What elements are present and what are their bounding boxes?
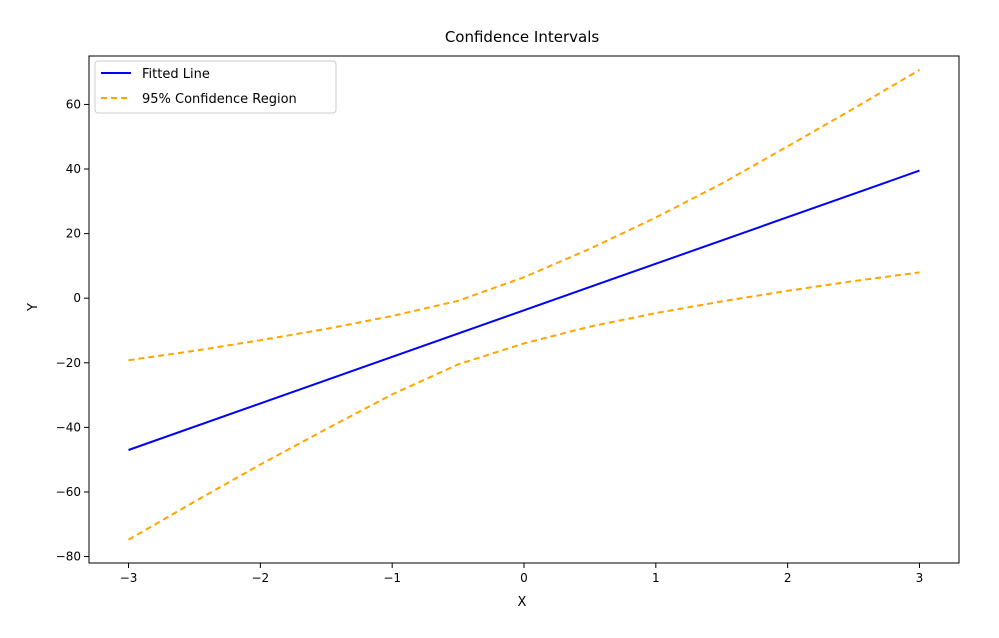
y-tick-label: −20 — [56, 356, 81, 370]
y-axis-label: Y — [26, 303, 41, 312]
x-axis-label: X — [518, 595, 527, 610]
x-tick-label: −1 — [383, 571, 401, 585]
legend-label-fitted-line: Fitted Line — [142, 67, 210, 82]
y-tick-label: 20 — [66, 227, 81, 241]
plot-area — [128, 69, 921, 541]
y-tick-label: −40 — [56, 420, 81, 434]
x-tick-label: 1 — [652, 571, 660, 585]
x-tick-label: 0 — [520, 571, 528, 585]
legend: Fitted Line 95% Confidence Region — [94, 60, 337, 114]
x-axis: −3 −2 −1 0 1 2 3 — [120, 563, 924, 585]
x-tick-label: 3 — [916, 571, 924, 585]
series-line-0 — [128, 169, 920, 451]
y-tick-label: −80 — [56, 550, 81, 564]
x-tick-label: −3 — [120, 571, 138, 585]
y-tick-label: −60 — [56, 485, 81, 499]
x-tick-label: −2 — [252, 571, 270, 585]
legend-label-confidence-region: 95% Confidence Region — [142, 92, 297, 107]
legend-box — [94, 60, 337, 114]
x-tick-label: 2 — [784, 571, 792, 585]
chart-title: Confidence Intervals — [445, 28, 600, 46]
y-axis: −80 −60 −40 −20 0 20 40 60 — [56, 97, 89, 564]
series-line-2 — [128, 271, 920, 541]
y-tick-label: 0 — [73, 291, 81, 305]
series-line-1 — [128, 69, 921, 362]
y-tick-label: 40 — [66, 162, 81, 176]
y-tick-label: 60 — [66, 97, 81, 111]
